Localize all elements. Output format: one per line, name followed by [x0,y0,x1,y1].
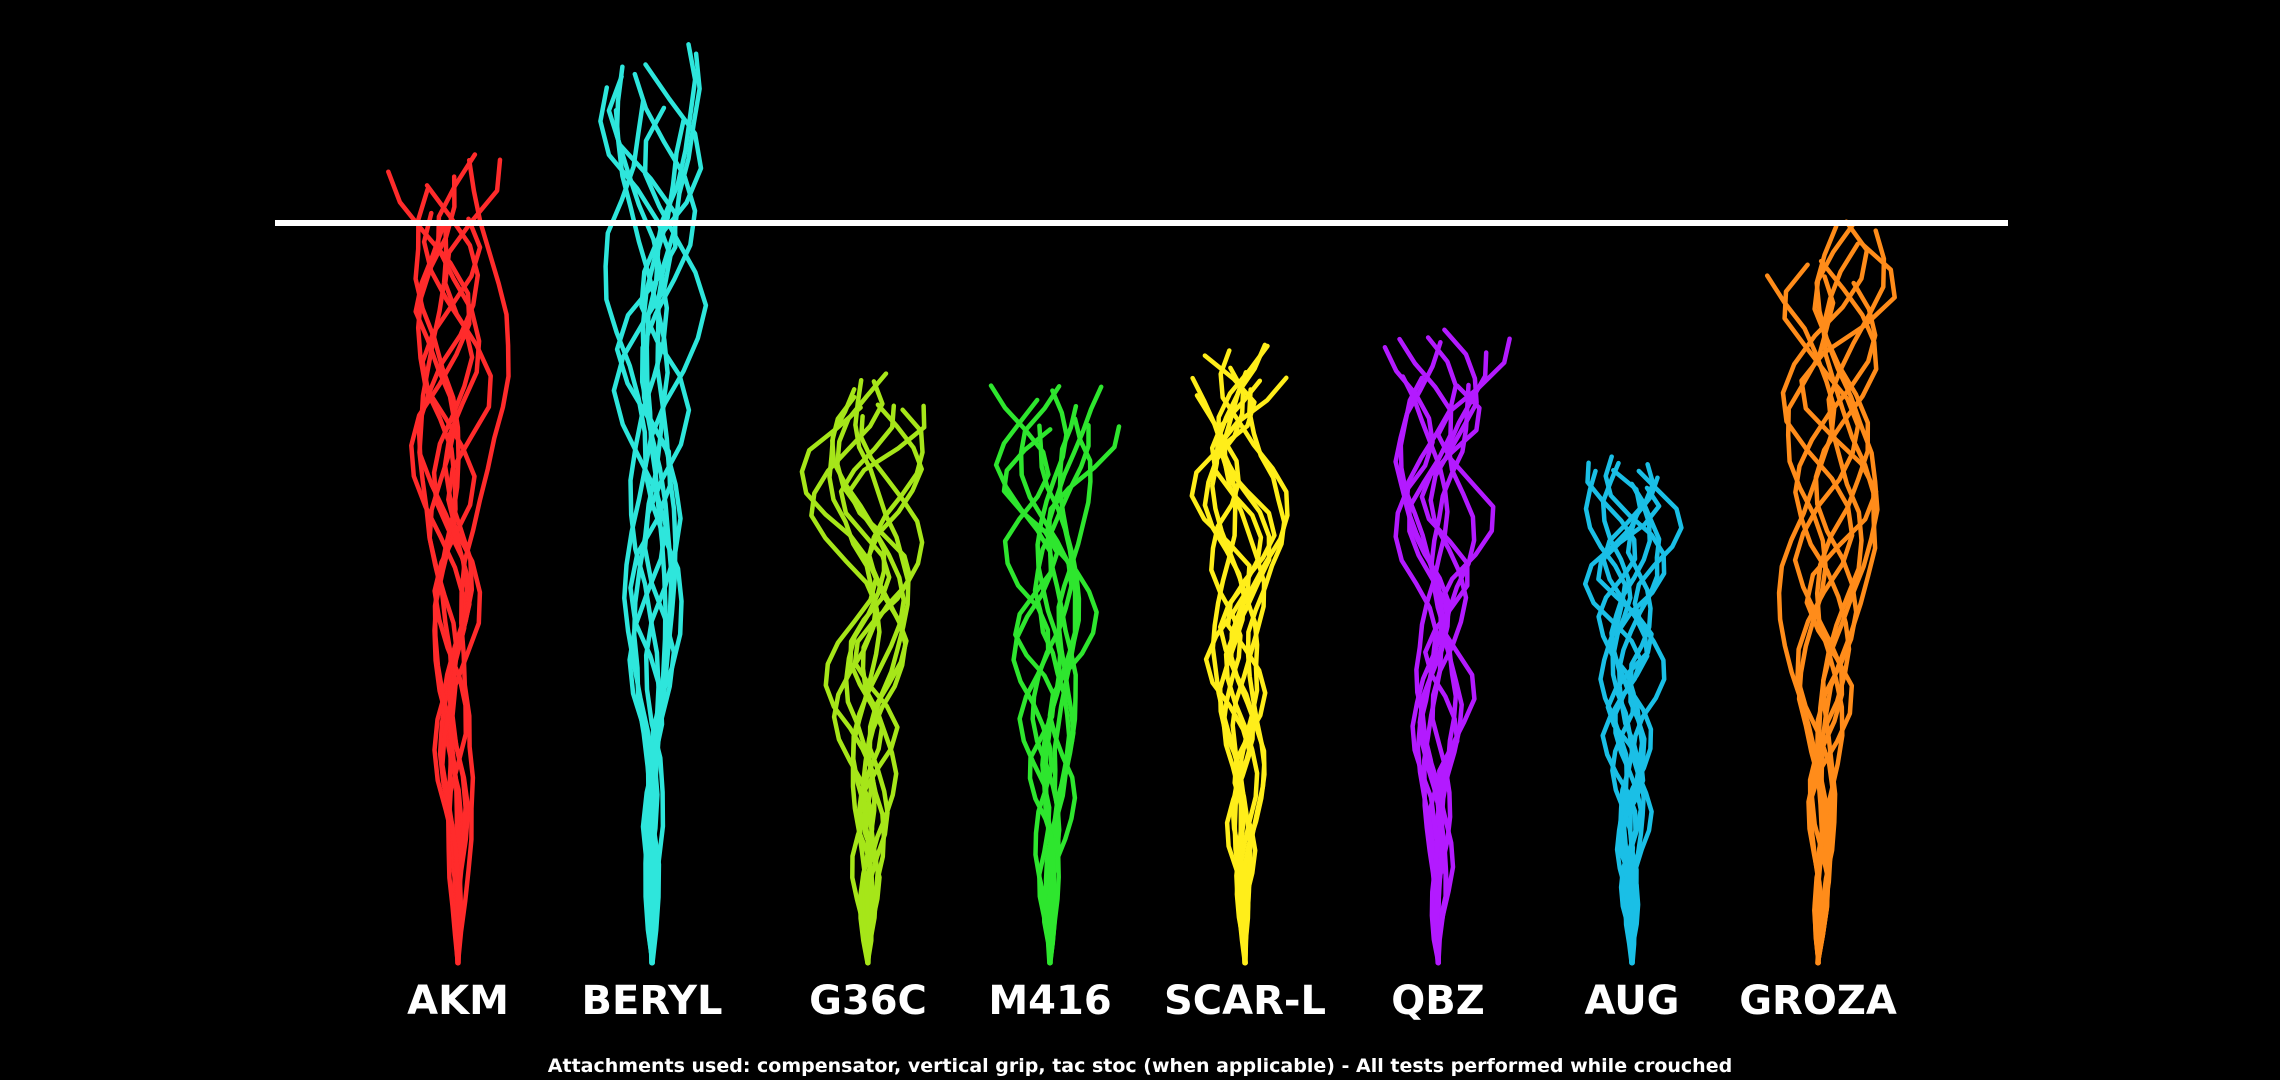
recoil-pattern-akm [386,152,511,966]
recoil-strand-beryl [613,108,670,966]
recoil-strand-groza [1799,239,1897,966]
weapon-label-scar-l: SCAR-L [1164,978,1326,1024]
recoil-strand-beryl [603,98,655,966]
recoil-strand-m416 [993,397,1054,966]
recoil-strand-g36c [853,377,911,966]
recoil-strand-aug [1596,485,1662,966]
recoil-pattern-m416 [988,383,1122,966]
recoil-strand-aug [1625,475,1660,966]
recoil-strand-m416 [1048,416,1093,966]
recoil-strand-m416 [1001,427,1060,966]
recoil-pattern-beryl [598,42,709,966]
recoil-strand-qbz [1435,336,1512,966]
recoil-strand-scar-l [1218,348,1290,966]
recoil-strand-akm [435,152,482,966]
recoil-strand-scar-l [1216,375,1289,966]
recoil-pattern-aug [1582,454,1684,966]
recoil-pattern-groza [1764,219,1897,966]
recoil-strand-qbz [1398,375,1446,966]
weapon-label-groza: GROZA [1739,978,1897,1024]
recoil-strand-scar-l [1194,393,1248,966]
weapon-label-beryl: BERYL [582,978,723,1024]
recoil-strand-groza [1815,241,1878,966]
recoil-strand-g36c [827,387,882,966]
weapon-label-g36c: G36C [809,978,927,1024]
weapon-label-akm: AKM [407,978,509,1024]
recoil-strand-qbz [1382,345,1441,966]
recoil-strand-akm [413,224,461,966]
recoil-strand-groza [1815,228,1887,966]
recoil-strand-g36c [865,402,924,966]
weapon-label-qbz: QBZ [1391,978,1485,1024]
recoil-patterns [386,42,1897,966]
weapon-labels: AKM BERYL G36C M416 SCAR-L QBZ AUG GROZA [407,978,1897,1024]
weapon-label-m416: M416 [988,978,1111,1024]
footnote: Attachments used: compensator, vertical … [548,1055,1732,1077]
recoil-strand-akm [455,157,511,966]
recoil-strand-beryl [650,51,702,966]
weapon-label-aug: AUG [1584,978,1679,1024]
recoil-pattern-g36c [799,371,927,966]
recoil-pattern-scar-l [1189,342,1290,966]
recoil-pattern-qbz [1382,327,1512,966]
